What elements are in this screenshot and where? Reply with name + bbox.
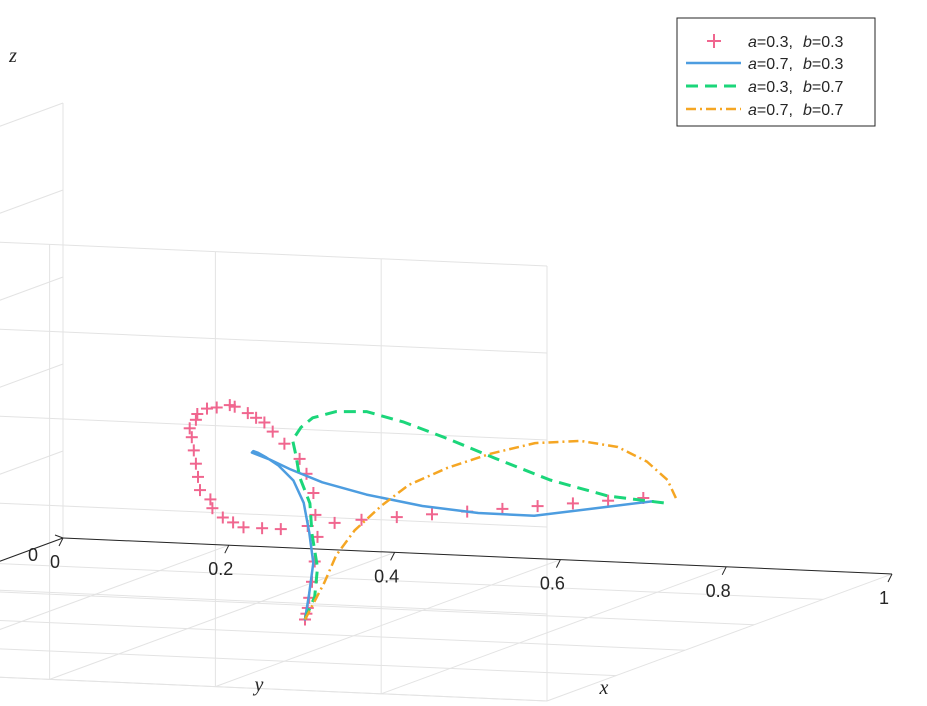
data-point-plus-marker (307, 487, 320, 499)
data-point-plus-marker (241, 407, 254, 420)
legend-entry-3: a=0.3, b=0.7 (686, 79, 844, 96)
data-point-plus-marker (566, 497, 579, 510)
series-layer (183, 399, 678, 626)
data-point-plus-marker (204, 493, 217, 506)
x-tick-label: 1 (879, 588, 889, 608)
series-4-line (303, 439, 678, 621)
data-point-plus-marker (426, 508, 438, 521)
z-axis-label: z (8, 45, 17, 67)
grid-line (0, 591, 755, 626)
grid-line (0, 328, 548, 354)
data-point-plus-marker (189, 413, 202, 426)
data-point-plus-marker (256, 522, 269, 535)
grid-line (0, 276, 64, 301)
data-point-plus-marker (216, 511, 229, 524)
x-tick (58, 537, 64, 547)
data-point-plus-marker (250, 411, 263, 424)
legend-entry-4: a=0.7, b=0.7 (686, 102, 844, 119)
data-point-plus-marker (309, 508, 322, 521)
grid-line (0, 241, 548, 267)
grid-line (0, 450, 64, 475)
legend-marker-plus-icon (707, 34, 721, 48)
grid-line (0, 189, 64, 214)
data-point-plus-marker (355, 513, 368, 526)
data-point-plus-marker (602, 494, 615, 507)
x-tick-label: 0.2 (208, 559, 233, 579)
x-tick (887, 573, 893, 583)
x-axis-label: x (599, 677, 609, 699)
y-tick (54, 534, 64, 539)
grid-line (0, 676, 548, 702)
tick-labels: 0000.20.20.20.40.40.40.60.60.60.80.80.81… (28, 545, 889, 608)
grid-line (0, 502, 548, 528)
series-3-line (291, 410, 667, 621)
legend: a=0.3, b=0.3 a=0.7, b=0.3 a=0.3, b=0.7 a=0.… (676, 17, 876, 127)
grid-line (215, 559, 561, 688)
data-point-plus-marker (237, 521, 250, 534)
legend-entry-2: a=0.7, b=0.3 (686, 56, 844, 73)
x-tick (390, 552, 396, 561)
data-point-plus-marker (390, 511, 403, 524)
data-point-plus-marker (194, 484, 206, 497)
data-point-plus-marker (258, 416, 271, 429)
data-point-plus-marker (210, 401, 223, 414)
grid-line (546, 573, 893, 702)
grid-line (0, 415, 548, 441)
data-point-plus-marker (531, 500, 544, 513)
legend-entry-1: a=0.3, b=0.3 (707, 34, 844, 51)
x-tick (721, 566, 727, 576)
x-axis-line (62, 537, 893, 575)
x-tick-label: 0 (50, 552, 60, 572)
data-point-plus-marker (223, 399, 236, 412)
grid-line (0, 676, 548, 702)
data-point-plus-marker (227, 516, 240, 529)
data-point-plus-marker (189, 457, 202, 470)
data-point-plus-marker (201, 402, 213, 415)
grid-line (0, 563, 824, 600)
x-tick (555, 559, 561, 568)
legend-label-3: a=0.3, b=0.7 (748, 79, 844, 96)
data-point-plus-marker (191, 408, 204, 420)
data-point-plus-marker (266, 425, 279, 438)
series-2-line (250, 449, 655, 621)
legend-label-4: a=0.7, b=0.7 (748, 102, 844, 119)
y-axis-label: y (253, 674, 264, 696)
grid-line (0, 544, 229, 630)
data-point-plus-marker (192, 470, 204, 483)
data-point-plus-marker (278, 437, 291, 450)
x-tick-label: 0.4 (374, 566, 399, 586)
data-point-plus-marker (274, 523, 287, 536)
data-point-plus-marker (496, 502, 509, 515)
grid-line (0, 648, 617, 677)
x-tick-label: 0.6 (540, 574, 565, 594)
series-1-markers (183, 399, 650, 626)
x-tick-label: 0.8 (706, 581, 731, 601)
x-tick (224, 544, 230, 554)
grid-lines (0, 102, 893, 702)
data-point-plus-marker (328, 516, 341, 529)
grid-line (0, 102, 64, 127)
y-axis-line (0, 537, 64, 562)
legend-label-2: a=0.7, b=0.3 (748, 56, 844, 73)
y-tick-label: 0 (28, 545, 38, 565)
data-point-plus-marker (206, 502, 219, 515)
grid-line (381, 566, 727, 695)
grid-line (0, 363, 64, 388)
legend-label-1: a=0.3, b=0.3 (748, 34, 844, 51)
data-point-plus-marker (293, 452, 306, 465)
data-point-plus-marker (187, 444, 200, 457)
grid-line (49, 551, 395, 680)
grid-line (0, 589, 548, 615)
data-point-plus-marker (183, 422, 196, 435)
data-point-plus-marker (185, 431, 198, 444)
axes (0, 534, 893, 583)
